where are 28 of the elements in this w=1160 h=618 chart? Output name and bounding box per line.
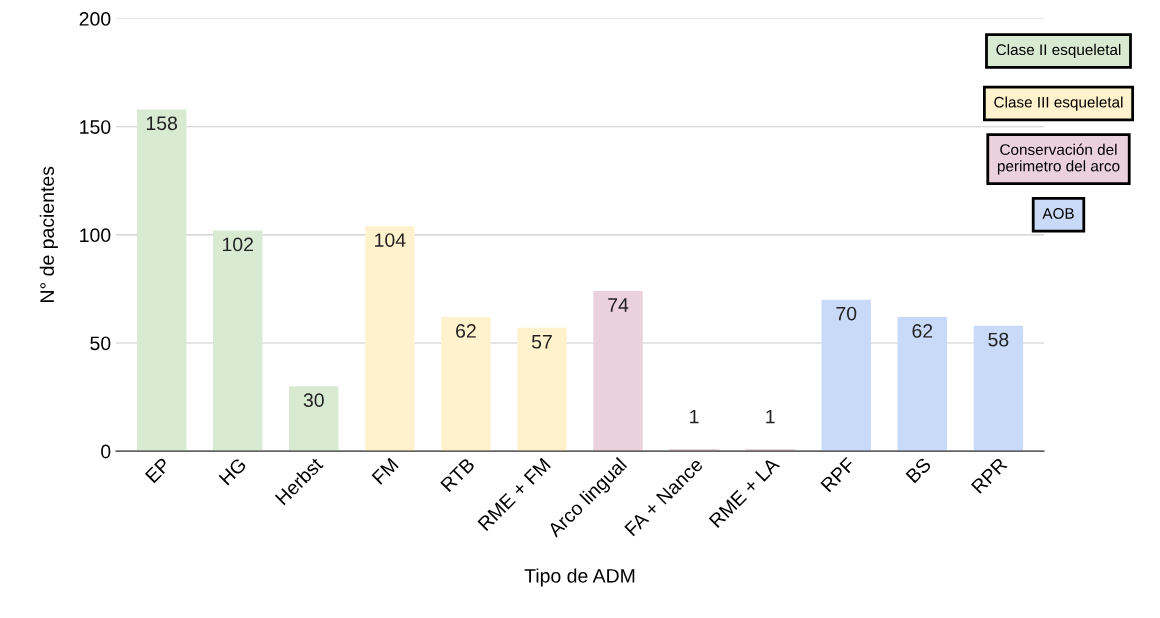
data-label: 102 [222,237,253,252]
data-label: 1 [766,409,775,424]
y-tick-label: 50 [90,336,111,351]
x-tick-label: EP [144,457,171,484]
data-label: 62 [456,324,476,338]
data-label: 158 [146,116,178,131]
y-tick-label: 100 [80,228,111,243]
y-tick-label: 200 [79,12,111,26]
data-label: 62 [912,324,933,338]
data-label: 104 [375,233,406,247]
text: Clase II esqueletal [996,43,1121,59]
y-axis-title: N° de pacientes [39,166,58,302]
text: Conservación del perimetro del arco [997,143,1120,175]
data-label: 74 [608,298,629,312]
data-label: 70 [836,306,857,321]
data-label: 30 [303,393,324,408]
text: Clase III esqueletal [994,96,1123,111]
data-label: 57 [531,335,552,349]
text: AOB [1042,208,1074,219]
y-tick-label: 0 [101,444,111,459]
x-tick-label: HG [218,457,247,486]
data-label: 58 [988,332,1009,347]
data-label: 1 [690,409,699,424]
x-tick-label: RTB [440,457,476,493]
y-tick-label: 150 [80,120,111,134]
x-axis-title: Tipo de ADM [524,568,635,587]
x-tick-label: BS [905,457,932,484]
x-tick-label: FM [371,457,399,485]
